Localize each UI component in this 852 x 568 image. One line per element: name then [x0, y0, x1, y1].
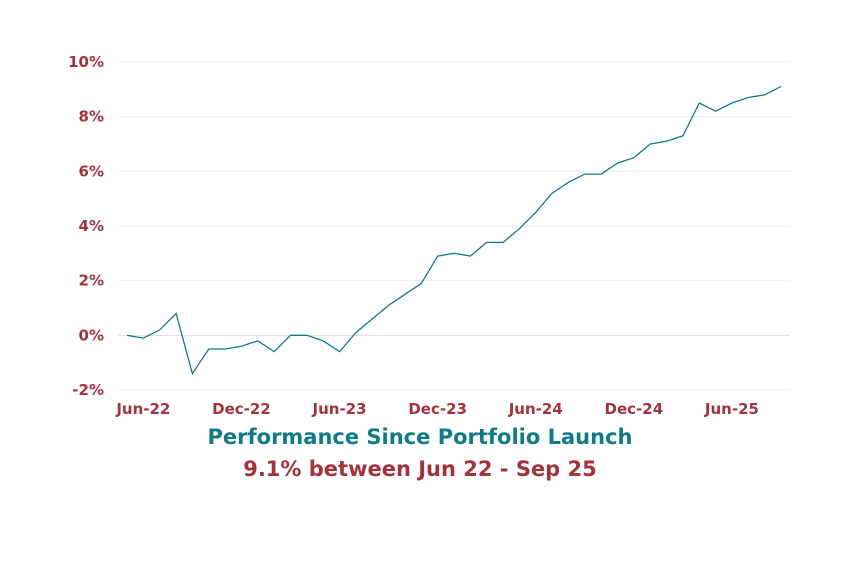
x-tick-label: Dec-24 — [605, 400, 664, 418]
y-tick-label: 8% — [79, 108, 104, 126]
x-tick-label: Jun-22 — [115, 400, 170, 418]
y-tick-label: -2% — [72, 381, 104, 399]
y-tick-label: 10% — [68, 53, 104, 71]
series-line — [126, 86, 782, 376]
x-tick-label: Dec-22 — [212, 400, 271, 418]
chart-title: Performance Since Portfolio Launch — [207, 425, 633, 449]
y-tick-label: 4% — [79, 217, 104, 235]
y-tick-label: 0% — [79, 326, 104, 344]
x-tick-label: Jun-24 — [508, 400, 563, 418]
chart-subtitle: 9.1% between Jun 22 - Sep 25 — [243, 457, 597, 481]
y-tick-label: 6% — [79, 162, 104, 180]
x-tick-label: Dec-23 — [408, 400, 467, 418]
x-tick-label: Jun-25 — [704, 400, 759, 418]
x-tick-label: Jun-23 — [312, 400, 367, 418]
y-tick-label: 2% — [79, 272, 104, 290]
